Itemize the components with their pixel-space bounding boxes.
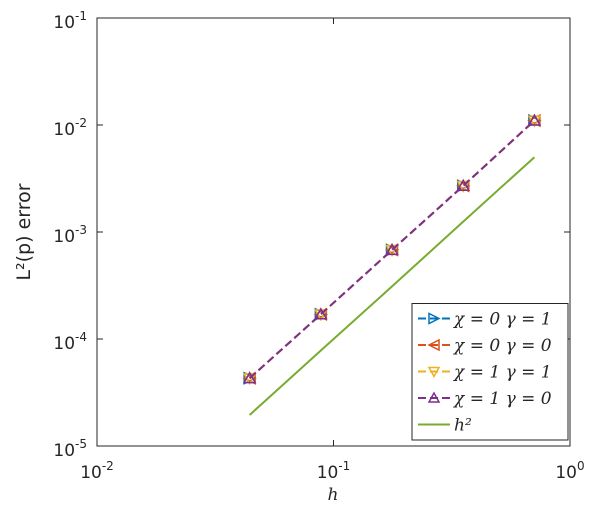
y-tick-label-exponent: -3 xyxy=(75,223,87,237)
x-tick-label-base: 10 xyxy=(80,463,102,483)
series-line xyxy=(248,156,536,416)
y-tick-label: 10-4 xyxy=(53,330,87,354)
y-tick-label: 10-3 xyxy=(53,223,87,247)
x-tick-label-base: 10 xyxy=(555,463,577,483)
y-tick-label: 10-1 xyxy=(53,9,87,33)
legend-label: χ = 1 γ = 0 xyxy=(453,389,552,409)
legend-marker xyxy=(427,366,441,379)
y-tick-label-exponent: -5 xyxy=(75,437,87,451)
legend-marker xyxy=(427,338,440,352)
y-tick-label-base: 10 xyxy=(53,334,75,354)
x-tick-label-exponent: 0 xyxy=(577,459,585,473)
x-tick-label-exponent: -1 xyxy=(338,459,350,473)
y-tick-label-exponent: -2 xyxy=(75,116,87,130)
x-tick-label: 10-1 xyxy=(317,459,351,483)
legend-marker xyxy=(428,312,441,325)
marker xyxy=(313,307,328,322)
y-tick-label-base: 10 xyxy=(53,13,75,33)
marker xyxy=(456,179,470,193)
x-tick-label-base: 10 xyxy=(317,463,339,483)
legend-label: χ = 0 γ = 1 xyxy=(453,310,552,330)
series-line xyxy=(248,119,536,379)
legend-marker xyxy=(427,391,441,403)
x-tick-label: 10-2 xyxy=(80,459,114,483)
marker xyxy=(527,113,541,128)
marker xyxy=(385,242,399,256)
x-tick-label: 100 xyxy=(555,459,584,483)
marker xyxy=(456,178,470,191)
y-tick-label-base: 10 xyxy=(53,227,75,247)
legend-label: h² xyxy=(454,416,472,436)
marker xyxy=(527,113,542,126)
marker xyxy=(314,307,328,320)
y-tick-label: 10-5 xyxy=(53,437,87,461)
marker xyxy=(242,371,256,385)
x-axis-label: h xyxy=(328,485,339,505)
y-tick-label: 10-2 xyxy=(53,116,87,140)
y-tick-label-base: 10 xyxy=(53,441,75,461)
y-axis-label: L²(p) error xyxy=(13,183,35,280)
marker xyxy=(242,371,257,384)
x-tick-label-exponent: -2 xyxy=(102,459,114,473)
y-tick-label-base: 10 xyxy=(53,120,75,140)
y-tick-label-exponent: -4 xyxy=(75,330,87,344)
legend-label: χ = 0 γ = 0 xyxy=(453,336,552,356)
marker xyxy=(384,243,399,257)
y-tick-label-exponent: -1 xyxy=(75,9,87,23)
legend-label: χ = 1 γ = 1 xyxy=(453,363,552,383)
